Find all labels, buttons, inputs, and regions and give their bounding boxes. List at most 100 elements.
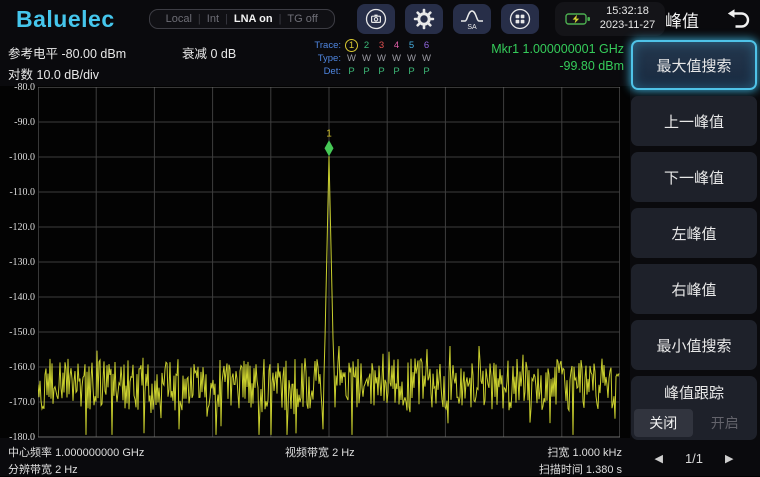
settings-button[interactable] [404,4,443,34]
center-freq-label: 中心频率 [8,447,52,459]
footer-bar: 中心频率 1.000000000 GHz 分辨带宽 2 Hz 视频带宽 2 Hz… [0,441,628,476]
status-pill-group: Local | Int | LNA on | TG off [148,9,335,29]
clock: 15:32:18 2023-11-27 [600,5,655,33]
marker-1-diamond [324,140,334,157]
scale-readout[interactable]: 对数 10.0 dB/div [8,64,99,83]
center-freq-value: 1.000000000 GHz [55,447,145,459]
softkey-左峰值[interactable]: 左峰值 [631,208,757,258]
battery-time-group: 15:32:18 2023-11-27 [554,2,666,36]
ref-level-label: 参考电平 [8,47,59,61]
softkey-右峰值[interactable]: 右峰值 [631,264,757,314]
page-indicator: 1/1 [684,450,704,466]
menu-title: 峰值 [665,11,699,31]
status-pill-tg-off: TG off [287,13,318,25]
spectrum-trace-1 [38,156,620,435]
y-tick-label: -100.0 [9,152,35,163]
page-navigator: ◀ 1/1 ▶ [631,446,757,470]
trace-det-2: P [363,66,370,77]
trace-det-6: P [423,66,430,77]
y-tick-label: -170.0 [9,397,35,408]
trace-det-4: P [393,66,400,77]
camera-icon [365,8,386,30]
scale-label: 对数 [8,68,34,82]
trace-number-4[interactable]: 4 [393,40,400,51]
trace-type-2: W [362,53,371,64]
y-tick-label: -140.0 [9,292,35,303]
rbw-readout[interactable]: 分辨带宽 2 Hz [8,461,78,477]
y-tick-label: -120.0 [9,222,35,233]
trace-number-2[interactable]: 2 [363,40,370,51]
back-arrow-icon [727,9,750,28]
peak-track-off-option[interactable]: 关闭 [634,409,693,437]
span-readout[interactable]: 扫宽 1.000 kHz [547,444,622,460]
atten-value: 0 dB [210,47,237,61]
battery-charging-icon [565,13,590,25]
sweep-time-value: 1.380 s [585,464,622,476]
type-row-label: Type: [317,53,341,64]
pill-separator: | [197,13,201,25]
atten-label: 衰减 [182,47,208,61]
camera-button[interactable] [356,4,395,34]
apps-button[interactable] [500,4,539,34]
trace-det-3: P [378,66,385,77]
prev-page-icon[interactable]: ◀ [654,452,663,465]
det-row-label: Det: [323,66,341,77]
atten-readout[interactable]: 衰减 0 dB [182,43,236,62]
trace-number-5[interactable]: 5 [408,40,415,51]
peak-track-on-option[interactable]: 开启 [710,415,739,431]
time-text: 15:32:18 [606,5,649,18]
sweep-time-label: 扫描时间 [538,464,583,476]
softkey-下一峰值[interactable]: 下一峰值 [631,152,757,202]
vbw-value: 2 Hz [332,447,355,459]
y-axis-labels: -80.0 -90.0 -100.0 -110.0 -120.0 -130.0 -140.0… [0,82,36,443]
y-tick-label: -180.0 [9,432,35,443]
svg-text:SA: SA [467,24,477,31]
ref-level-readout[interactable]: 参考电平 -80.00 dBm [8,43,126,62]
marker-freq: 1.000000001 GHz [522,42,624,56]
sa-mode-icon: SA [460,10,483,31]
back-button[interactable] [726,7,750,31]
trace-type-4: W [392,53,401,64]
y-tick-label: -110.0 [9,187,35,198]
status-pill-lna-on: LNA on [233,13,273,25]
pill-separator: | [225,13,228,25]
rbw-label: 分辨带宽 [8,464,52,476]
rbw-value: 2 Hz [55,464,78,476]
y-tick-label: -160.0 [9,362,35,373]
graticule: 1 [38,87,620,438]
settings-gear-icon [413,8,434,30]
parameter-bar: 参考电平 -80.00 dBm 对数 10.0 dB/div 衰减 0 dB T… [0,38,628,86]
next-page-icon[interactable]: ▶ [725,452,734,465]
sa-mode-button[interactable]: SA [452,4,491,34]
marker-freq-line: Mkr1 1.000000001 GHz [491,41,624,58]
softkey-最大值搜索[interactable]: 最大值搜索 [631,40,757,90]
softkey-最小值搜索[interactable]: 最小值搜索 [631,320,757,370]
pill-separator: | [278,13,282,25]
menu-header: 峰值 [628,0,760,38]
vbw-readout[interactable]: 视频带宽 2 Hz [285,444,355,460]
marker-name: Mkr1 [491,42,520,56]
center-freq-readout[interactable]: 中心频率 1.000000000 GHz [8,444,144,460]
trace-number-1[interactable]: 1 [344,39,359,52]
peak-track-toggle: 关闭 开启 [631,409,757,440]
sweep-time-readout: 扫描时间 1.380 s [539,461,622,477]
marker-1-number: 1 [326,128,332,139]
scale-value: 10.0 dB/div [36,68,100,82]
status-pill-int: Int [206,13,219,25]
header: Baluelec Local | Int | LNA on | TG off [0,0,760,38]
marker-ampl-line: -99.80 dBm [559,59,624,73]
status-pill-local: Local [165,13,192,25]
softkey-上一峰值[interactable]: 上一峰值 [631,96,757,146]
trace-row-label: Trace: [314,40,341,51]
trace-type-1: W [347,53,356,64]
trace-number-6[interactable]: 6 [423,40,430,51]
marker-readout: Mkr1 1.000000001 GHz -99.80 dBm [491,41,624,75]
trace-type-3: W [377,53,386,64]
peak-track-button[interactable]: 峰值跟踪 关闭 开启 [631,376,757,440]
trace-number-3[interactable]: 3 [378,40,385,51]
